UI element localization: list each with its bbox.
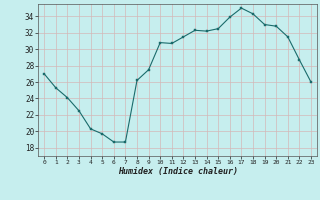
- X-axis label: Humidex (Indice chaleur): Humidex (Indice chaleur): [118, 167, 238, 176]
